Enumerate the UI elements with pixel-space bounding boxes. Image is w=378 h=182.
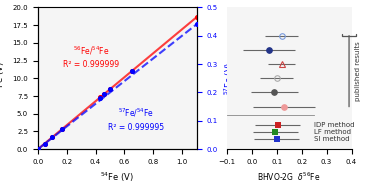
Point <box>194 16 200 19</box>
X-axis label: $^{54}$Fe (V): $^{54}$Fe (V) <box>100 171 134 182</box>
Point <box>101 92 107 95</box>
Text: LF method: LF method <box>314 129 351 135</box>
Text: SI method: SI method <box>314 136 350 142</box>
Point <box>97 96 103 99</box>
Point <box>42 142 48 145</box>
Point <box>97 96 103 99</box>
Y-axis label: $^{57}$Fe (V): $^{57}$Fe (V) <box>223 62 237 95</box>
X-axis label: BHVO-2G  $\delta^{56}$Fe: BHVO-2G $\delta^{56}$Fe <box>257 171 321 182</box>
Point <box>194 23 200 26</box>
Text: IDP method: IDP method <box>314 122 355 128</box>
Point <box>59 127 65 130</box>
Text: $^{57}$Fe/$^{54}$Fe
R² = 0.999995: $^{57}$Fe/$^{54}$Fe R² = 0.999995 <box>108 107 164 132</box>
Point <box>101 92 107 95</box>
Point <box>59 127 65 130</box>
Point <box>129 70 135 73</box>
Point <box>35 148 41 151</box>
Point <box>107 87 113 90</box>
Point <box>129 70 135 73</box>
Y-axis label: $^{56}$Fe (V): $^{56}$Fe (V) <box>0 61 7 95</box>
Point <box>42 142 48 145</box>
Text: published results: published results <box>355 41 361 101</box>
Point <box>49 136 55 139</box>
Point <box>35 148 41 151</box>
Point <box>49 136 55 139</box>
Point <box>107 88 113 90</box>
Text: $^{56}$Fe/$^{54}$Fe
R² = 0.999999: $^{56}$Fe/$^{54}$Fe R² = 0.999999 <box>63 45 119 69</box>
